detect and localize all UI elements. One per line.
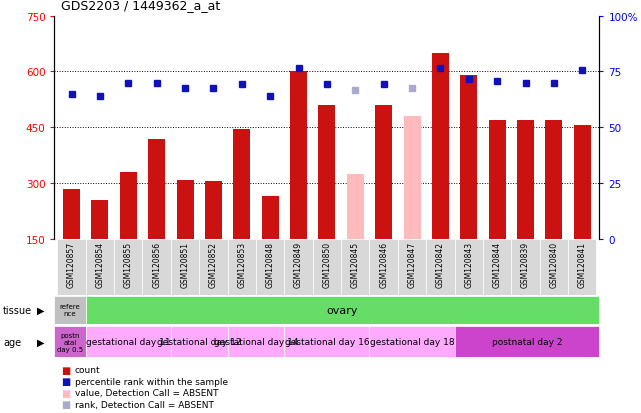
Bar <box>375 106 392 240</box>
Bar <box>347 174 364 240</box>
Text: GDS2203 / 1449362_a_at: GDS2203 / 1449362_a_at <box>61 0 220 12</box>
Bar <box>517 121 534 240</box>
Text: gestational day 14: gestational day 14 <box>213 337 298 346</box>
Bar <box>568 240 597 295</box>
Bar <box>313 240 341 295</box>
Bar <box>483 240 512 295</box>
Bar <box>432 54 449 240</box>
Text: ▶: ▶ <box>37 337 44 347</box>
Text: GSM120857: GSM120857 <box>67 241 76 287</box>
Text: gestational day 11: gestational day 11 <box>86 337 171 346</box>
Text: GSM120849: GSM120849 <box>294 241 303 287</box>
Bar <box>171 240 199 295</box>
Text: GSM120846: GSM120846 <box>379 241 388 287</box>
Text: postn
atal
day 0.5: postn atal day 0.5 <box>57 332 83 352</box>
Bar <box>488 121 506 240</box>
Text: GSM120853: GSM120853 <box>237 241 246 287</box>
Bar <box>545 121 562 240</box>
Bar <box>233 130 250 240</box>
Bar <box>369 240 398 295</box>
Bar <box>369 326 454 357</box>
Text: gestational day 12: gestational day 12 <box>157 337 242 346</box>
Bar <box>171 326 228 357</box>
Bar <box>540 240 568 295</box>
Bar <box>460 76 478 240</box>
Text: GSM120848: GSM120848 <box>265 241 274 287</box>
Text: ▶: ▶ <box>37 305 44 315</box>
Text: tissue: tissue <box>3 305 32 315</box>
Text: GSM120842: GSM120842 <box>436 241 445 287</box>
Bar <box>512 240 540 295</box>
Text: GSM120839: GSM120839 <box>521 241 530 287</box>
Text: rank, Detection Call = ABSENT: rank, Detection Call = ABSENT <box>75 400 214 409</box>
Bar <box>319 106 335 240</box>
Bar <box>176 180 194 240</box>
Text: ovary: ovary <box>327 305 358 315</box>
Bar <box>341 240 369 295</box>
Bar <box>285 240 313 295</box>
Text: GSM120852: GSM120852 <box>209 241 218 287</box>
Text: GSM120841: GSM120841 <box>578 241 587 287</box>
Text: GSM120840: GSM120840 <box>549 241 558 287</box>
Bar <box>86 240 114 295</box>
Bar <box>454 326 599 357</box>
Bar <box>114 240 142 295</box>
Text: GSM120843: GSM120843 <box>464 241 473 287</box>
Text: gestational day 18: gestational day 18 <box>370 337 454 346</box>
Bar <box>148 139 165 240</box>
Bar <box>205 182 222 240</box>
Bar <box>256 240 285 295</box>
Text: GSM120847: GSM120847 <box>408 241 417 287</box>
Text: ■: ■ <box>61 388 70 398</box>
Text: GSM120844: GSM120844 <box>493 241 502 287</box>
Text: percentile rank within the sample: percentile rank within the sample <box>75 377 228 386</box>
Text: GSM120855: GSM120855 <box>124 241 133 287</box>
Bar <box>54 326 86 357</box>
Bar <box>262 197 279 240</box>
Bar <box>228 240 256 295</box>
Text: count: count <box>75 365 101 374</box>
Bar <box>63 189 80 240</box>
Text: GSM120850: GSM120850 <box>322 241 331 287</box>
Bar <box>142 240 171 295</box>
Bar <box>92 200 108 240</box>
Text: gestational day 16: gestational day 16 <box>285 337 369 346</box>
Bar <box>285 326 369 357</box>
Text: refere
nce: refere nce <box>60 304 81 317</box>
Text: GSM120856: GSM120856 <box>152 241 161 287</box>
Text: postnatal day 2: postnatal day 2 <box>492 337 562 346</box>
Bar <box>398 240 426 295</box>
Text: ■: ■ <box>61 365 70 375</box>
Bar <box>454 240 483 295</box>
Bar <box>404 117 420 240</box>
Bar <box>120 173 137 240</box>
Bar <box>228 326 285 357</box>
Text: age: age <box>3 337 21 347</box>
Bar <box>54 296 86 324</box>
Text: ■: ■ <box>61 399 70 409</box>
Bar <box>426 240 454 295</box>
Text: GSM120845: GSM120845 <box>351 241 360 287</box>
Bar <box>290 72 307 240</box>
Bar <box>574 126 591 240</box>
Text: GSM120851: GSM120851 <box>181 241 190 287</box>
Text: value, Detection Call = ABSENT: value, Detection Call = ABSENT <box>75 388 219 397</box>
Bar <box>86 326 171 357</box>
Bar <box>57 240 86 295</box>
Text: GSM120854: GSM120854 <box>96 241 104 287</box>
Bar <box>199 240 228 295</box>
Text: ■: ■ <box>61 376 70 386</box>
